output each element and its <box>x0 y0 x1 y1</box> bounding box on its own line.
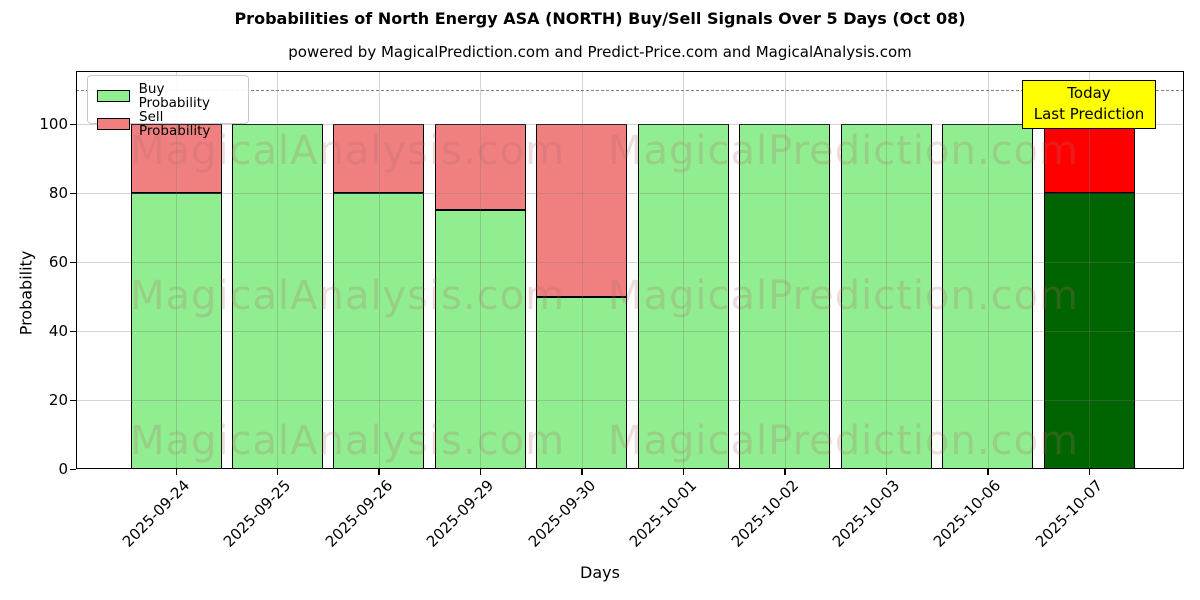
legend-entry-sell: Sell Probability <box>97 110 239 138</box>
threshold-dashed-line <box>76 89 1184 91</box>
bar-buy-segment <box>739 124 831 469</box>
bar-sell-segment <box>536 124 628 297</box>
x-tick-mark <box>175 469 177 475</box>
annotation-line2: Last Prediction <box>1033 105 1145 123</box>
bar-buy-segment <box>434 210 526 469</box>
legend: Buy Probability Sell Probability <box>87 75 249 138</box>
bar-buy-segment <box>333 193 425 469</box>
x-axis-label: Days <box>580 563 620 582</box>
legend-swatch-buy <box>97 90 130 102</box>
x-tick-mark <box>378 469 380 475</box>
x-tick-label: 2025-10-06 <box>930 476 1005 551</box>
y-tick-mark <box>70 399 76 402</box>
y-tick-mark <box>70 192 76 195</box>
bar-buy-segment <box>942 124 1034 469</box>
bar-buy-segment <box>1043 193 1135 469</box>
bar-buy-segment <box>637 124 729 469</box>
y-tick-label: 60 <box>48 253 68 272</box>
x-tick-label: 2025-09-30 <box>524 476 599 551</box>
chart-title: Probabilities of North Energy ASA (NORTH… <box>234 9 966 28</box>
y-tick-label: 0 <box>58 460 68 478</box>
y-tick-mark <box>70 330 76 333</box>
bar-sell-segment <box>434 124 526 211</box>
bar-buy-segment <box>536 296 628 469</box>
x-tick-label: 2025-10-07 <box>1031 476 1107 551</box>
x-tick-mark <box>581 469 583 475</box>
y-tick-mark <box>70 468 76 470</box>
x-tick-label: 2025-09-29 <box>423 476 498 551</box>
x-tick-mark <box>276 469 279 475</box>
bar-sell-segment <box>333 124 425 194</box>
y-tick-mark <box>70 123 76 126</box>
legend-label-buy: Buy Probability <box>138 81 211 111</box>
annotation-line1: Today <box>1067 84 1111 102</box>
bar-sell-segment <box>130 124 222 194</box>
legend-swatch-sell <box>97 118 130 130</box>
x-tick-label: 2025-10-02 <box>727 476 802 551</box>
chart-subtitle: powered by MagicalPrediction.com and Pre… <box>288 43 912 61</box>
x-tick-mark <box>784 469 786 475</box>
x-tick-mark <box>885 469 888 475</box>
y-tick-label: 80 <box>48 184 68 203</box>
y-tick-label: 40 <box>48 322 68 341</box>
x-tick-label: 2025-09-25 <box>220 476 295 551</box>
legend-entry-buy: Buy Probability <box>97 82 239 110</box>
bar-buy-segment <box>231 124 323 469</box>
x-tick-mark <box>479 469 482 475</box>
y-tick-mark <box>70 261 76 264</box>
x-tick-label: 2025-10-01 <box>625 476 701 551</box>
y-tick-label: 100 <box>39 115 68 134</box>
x-tick-mark <box>1088 469 1091 475</box>
legend-label-sell: Sell Probability <box>139 109 211 139</box>
x-tick-label: 2025-09-26 <box>321 476 396 551</box>
bar-buy-segment <box>840 124 932 469</box>
x-tick-mark <box>682 469 685 475</box>
bar-sell-segment <box>1043 124 1135 194</box>
bar-buy-segment <box>130 193 222 469</box>
today-annotation-box: Today Last Prediction <box>1022 80 1156 129</box>
y-axis-label: Probability <box>16 250 36 336</box>
x-tick-label: 2025-09-24 <box>118 476 194 551</box>
x-tick-label: 2025-10-03 <box>828 476 904 551</box>
y-tick-label: 20 <box>48 391 68 410</box>
x-tick-mark <box>987 469 989 475</box>
